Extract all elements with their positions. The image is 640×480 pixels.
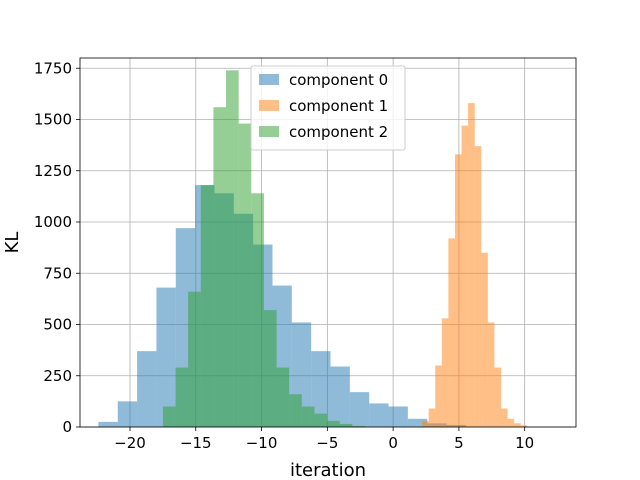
histogram-bar	[501, 408, 508, 427]
histogram-bar	[428, 408, 436, 427]
histogram-bar	[422, 420, 429, 427]
legend-box	[250, 65, 406, 151]
histogram-bar	[301, 406, 315, 427]
series-2-bars	[162, 70, 365, 428]
histogram-bar	[226, 70, 239, 428]
histogram-bar	[200, 185, 214, 427]
histogram-bar	[435, 365, 442, 427]
x-tick-label: −20	[114, 434, 146, 452]
histogram-bar	[507, 418, 515, 427]
histogram-bar	[474, 146, 482, 427]
histogram-bar	[468, 103, 475, 427]
histogram-bar	[494, 367, 502, 427]
legend: component 0 component 1 component 2	[250, 65, 406, 151]
y-tick-label: 1000	[34, 213, 72, 231]
histogram-bar	[213, 107, 227, 427]
histogram-bar	[448, 238, 455, 427]
histogram-bar	[349, 392, 370, 427]
y-axis-label: KL	[2, 232, 23, 254]
legend-swatch	[259, 126, 279, 137]
x-tick-label: −10	[246, 434, 278, 452]
histogram-bar	[514, 423, 521, 427]
histogram-bar	[461, 125, 469, 428]
x-tick-label: 0	[388, 434, 398, 452]
y-tick-label: 1500	[34, 111, 72, 129]
histogram-bar	[251, 193, 264, 427]
histogram-bar	[454, 154, 462, 427]
legend-entry-label: component 2	[289, 123, 388, 141]
histogram-bar	[441, 318, 449, 427]
x-axis-label: iteration	[290, 460, 366, 480]
y-tick-label: 500	[43, 316, 72, 334]
y-tick-label: 750	[43, 264, 72, 282]
histogram-bar	[330, 366, 350, 427]
histogram-bar	[520, 425, 528, 427]
x-tick-label: −15	[180, 434, 212, 452]
y-tick-label: 1250	[34, 162, 72, 180]
histogram-bar	[137, 351, 157, 427]
legend-entry-label: component 1	[289, 97, 388, 115]
histogram-bar	[339, 423, 353, 427]
histogram-bar	[289, 394, 302, 427]
histogram-bar	[311, 351, 331, 427]
histogram-bar	[162, 406, 176, 427]
bars-layer	[98, 70, 528, 428]
histogram-bar	[314, 413, 328, 427]
histogram-bar	[481, 252, 488, 427]
histogram-bar	[352, 425, 365, 427]
histogram-bar	[117, 401, 138, 427]
histogram-bar	[188, 291, 201, 427]
histogram-bar	[175, 367, 189, 427]
ticks-layer: −20 −15 −10 −5 0 5 10 0 250 500 750 1000 1250 1500 175…	[34, 59, 534, 452]
histogram-bar	[407, 418, 428, 427]
x-tick-label: 10	[515, 434, 534, 452]
legend-entry-label: component 0	[289, 71, 388, 89]
histogram-bar	[327, 420, 340, 427]
x-tick-label: −5	[316, 434, 338, 452]
y-tick-label: 1750	[34, 59, 72, 77]
x-tick-label: 5	[454, 434, 464, 452]
plot-frame	[79, 57, 577, 428]
histogram-bar	[276, 367, 290, 427]
histogram-bar	[98, 421, 118, 427]
y-tick-label: 250	[43, 367, 72, 385]
histogram-bar	[263, 310, 277, 427]
histogram-bar	[388, 406, 408, 427]
y-tick-label: 0	[62, 418, 72, 436]
legend-swatch	[259, 100, 279, 111]
histogram-bar	[487, 322, 495, 427]
histogram-bar	[156, 287, 176, 427]
histogram-bar	[369, 403, 389, 427]
histogram-bar	[238, 123, 252, 427]
series-1-bars	[422, 103, 528, 428]
legend-swatch	[259, 74, 279, 85]
